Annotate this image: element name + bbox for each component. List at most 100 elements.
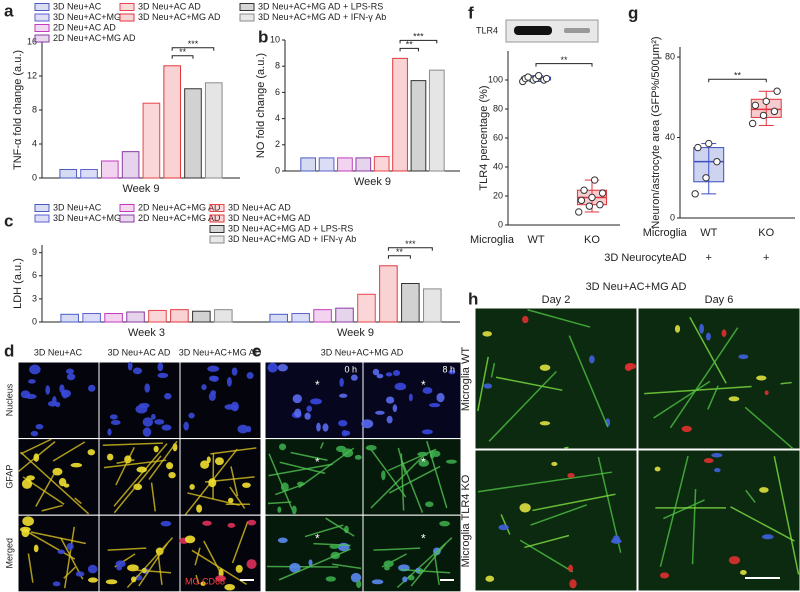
y-tick-label: 12: [27, 70, 37, 80]
panel-label: a: [4, 1, 14, 20]
micrograph-fiber: [63, 526, 76, 589]
row-label: Merged: [4, 538, 14, 569]
marker: *: [315, 455, 320, 469]
micrograph-cell: [206, 456, 211, 464]
row-label: Microglia WT: [460, 347, 472, 411]
micrograph-fiber: [35, 471, 56, 507]
micrograph-cell: [29, 364, 41, 375]
legend-label: 2D Neu+AC+MG AD: [138, 202, 221, 212]
y-tick-label: 80: [665, 51, 675, 61]
legend-label: 3D Neu+AC+MG AD + IFN-γ Ab: [258, 12, 386, 22]
x-tick-label: KO: [758, 227, 774, 239]
micrograph-fiber: [290, 451, 328, 462]
micrograph-cell: [87, 564, 98, 574]
micrograph-cell: [202, 520, 212, 526]
micrograph-cell: [28, 379, 36, 384]
y-axis-label: TNF-α fold change (a.u.): [12, 50, 24, 170]
micrograph-cell: [482, 331, 492, 337]
condition-value: +: [706, 252, 712, 264]
micrograph-fiber: [267, 501, 292, 505]
bar: [423, 288, 442, 323]
micrograph-cell: [699, 323, 704, 334]
micrograph-fiber: [524, 534, 570, 549]
micrograph-fiber: [268, 463, 333, 477]
micrograph-cell: [322, 423, 329, 432]
legend-swatch: [209, 214, 225, 223]
micrograph-cell: [154, 419, 165, 425]
micrograph-cell: [728, 396, 740, 402]
micrograph-cell: [106, 453, 114, 461]
micrograph-cell: [329, 544, 340, 549]
sig-label: **: [734, 71, 742, 81]
micrograph-fiber: [659, 455, 689, 567]
sig-bracket: [387, 247, 433, 251]
legend-label: 3D Neu+AC: [53, 1, 102, 11]
micrograph-cell: [210, 375, 219, 382]
micrograph-fiber: [410, 543, 447, 587]
marker: *: [315, 531, 320, 545]
micrograph-cell: [33, 453, 40, 462]
y-axis-label: NO fold change (a.u.): [255, 53, 267, 158]
sig-label: **: [560, 55, 568, 65]
micrograph-cell: [392, 404, 398, 413]
micrograph-fiber: [773, 456, 800, 575]
micrograph-fiber: [229, 486, 246, 509]
micrograph-fiber: [388, 465, 441, 494]
y-tick-label: 60: [493, 132, 503, 142]
micrograph-fiber: [113, 443, 168, 507]
sig-bracket: [708, 78, 767, 83]
data-point: [590, 176, 599, 184]
micrograph-fiber: [370, 448, 407, 498]
blot-band: [564, 28, 590, 33]
sig-bracket: [399, 39, 438, 44]
bar: [379, 265, 398, 323]
micrograph-cell: [711, 452, 723, 458]
micrograph-cell: [714, 468, 721, 473]
micrograph-cell: [421, 429, 433, 435]
micrograph-cell: [246, 559, 257, 569]
x-tick-label: WT: [527, 234, 544, 246]
micrograph-fiber: [148, 440, 178, 480]
y-tick-label: 6: [275, 87, 280, 97]
data-point: [524, 73, 532, 81]
data-point: [542, 74, 551, 83]
data-point: [751, 101, 760, 110]
data-point: [577, 196, 586, 205]
y-tick-label: 10: [270, 34, 280, 44]
image-title: 3D Neu+AC+MG AD: [321, 347, 404, 357]
micrograph-fiber: [187, 492, 240, 506]
micrograph-fiber: [495, 376, 563, 391]
micrograph-cell: [142, 427, 152, 437]
micrograph-fiber: [689, 316, 727, 384]
y-tick-label: 0: [275, 165, 280, 175]
micrograph-cell: [350, 374, 358, 381]
micrograph-cell: [278, 443, 287, 451]
micrograph-cell: [365, 445, 377, 451]
micrograph-cell: [567, 472, 575, 479]
micrograph-fiber: [745, 489, 756, 503]
y-axis-label: LDH (a.u.): [12, 258, 24, 309]
y-tick-label: 3: [32, 293, 37, 303]
micrograph-cell: [87, 449, 96, 456]
micrograph-cell: [408, 393, 413, 402]
bar: [355, 157, 372, 172]
micrograph-fiber: [191, 549, 247, 585]
micrograph-cell: [35, 423, 44, 430]
y-tick-label: 0: [498, 219, 503, 229]
micrograph-cell: [289, 562, 301, 573]
micrograph-cell: [136, 466, 147, 473]
legend-swatch: [34, 214, 50, 223]
data-point: [713, 157, 721, 166]
micrograph-fiber: [27, 553, 34, 583]
micrograph-fiber: [279, 461, 326, 475]
data-point: [705, 139, 713, 148]
micrograph-cell: [325, 576, 336, 582]
data-point: [773, 87, 781, 95]
legend-swatch: [34, 3, 50, 11]
micrograph-cell: [740, 570, 747, 576]
micrograph-cell: [87, 577, 98, 583]
bar: [373, 156, 390, 172]
bar: [192, 310, 211, 323]
micrograph-cell: [144, 383, 151, 393]
micrograph-fiber: [373, 547, 421, 551]
